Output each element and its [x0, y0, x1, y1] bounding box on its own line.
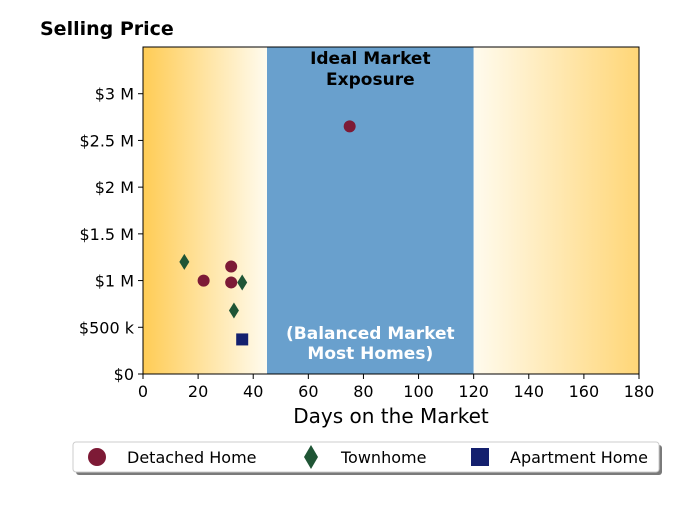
band-label-bottom-line-2: Most Homes): [307, 344, 433, 364]
data-point-diamond-1: [179, 253, 190, 270]
y-tick-label: $1 M: [95, 272, 134, 291]
legend-entry: Townhome: [304, 445, 426, 469]
data-point-circle-3: [225, 276, 238, 289]
plot-frame: [142, 46, 640, 375]
legend-box: [72, 441, 660, 473]
band-label-top-line-2: Exposure: [326, 70, 415, 90]
x-tick-label: 40: [243, 382, 263, 401]
y-tick-label: $0: [114, 365, 134, 384]
data-point-diamond-3: [228, 302, 239, 319]
legend-label: Townhome: [340, 448, 426, 467]
x-tick-label: 160: [569, 382, 600, 401]
legend-swatch-circle: [88, 448, 106, 466]
y-tick-label: $2.5 M: [79, 131, 134, 150]
legend-label: Detached Home: [127, 448, 257, 467]
x-axis-label: Days on the Market: [293, 404, 489, 428]
data-point-diamond-2: [237, 274, 248, 291]
x-tick-label: 140: [514, 382, 545, 401]
data-point-circle-4: [343, 120, 356, 133]
market-bands: [143, 47, 639, 374]
y-axis: $0 $500 k $1 M $1.5 M $2 M $2.5 M $3 M: [79, 85, 143, 384]
data-markers: [179, 120, 356, 346]
market-band-1: [143, 47, 267, 374]
chart-title-selling-price: Selling Price: [40, 18, 174, 40]
legend-entry: Apartment Home: [471, 448, 648, 467]
x-tick-label: 80: [353, 382, 373, 401]
y-tick-label: $500 k: [79, 318, 135, 337]
legend: Detached Home Townhome Apartment Home: [72, 441, 662, 475]
x-axis: 0 20 40 60 80 100 120 140 160 180: [138, 374, 654, 401]
data-point-square-1: [236, 333, 249, 346]
band-label-top-line-1: Ideal Market: [310, 49, 431, 69]
x-tick-label: 120: [458, 382, 489, 401]
y-tick-label: $1.5 M: [79, 225, 134, 244]
market-band-2: [267, 47, 474, 374]
y-tick-label: $2 M: [95, 178, 134, 197]
x-tick-label: 0: [138, 382, 148, 401]
x-tick-label: 20: [188, 382, 208, 401]
data-point-circle-1: [197, 274, 210, 287]
legend-entry: Detached Home: [88, 448, 257, 467]
y-tick-label: $3 M: [95, 85, 134, 104]
band-label-bottom-line-1: (Balanced Market: [286, 324, 455, 344]
x-tick-label: 60: [298, 382, 318, 401]
legend-label: Apartment Home: [510, 448, 648, 467]
market-band-3: [473, 47, 639, 374]
x-tick-label: 180: [624, 382, 655, 401]
legend-swatch-square: [471, 448, 489, 466]
data-point-circle-2: [225, 260, 238, 273]
legend-swatch-diamond: [304, 445, 318, 469]
x-tick-label: 100: [403, 382, 434, 401]
